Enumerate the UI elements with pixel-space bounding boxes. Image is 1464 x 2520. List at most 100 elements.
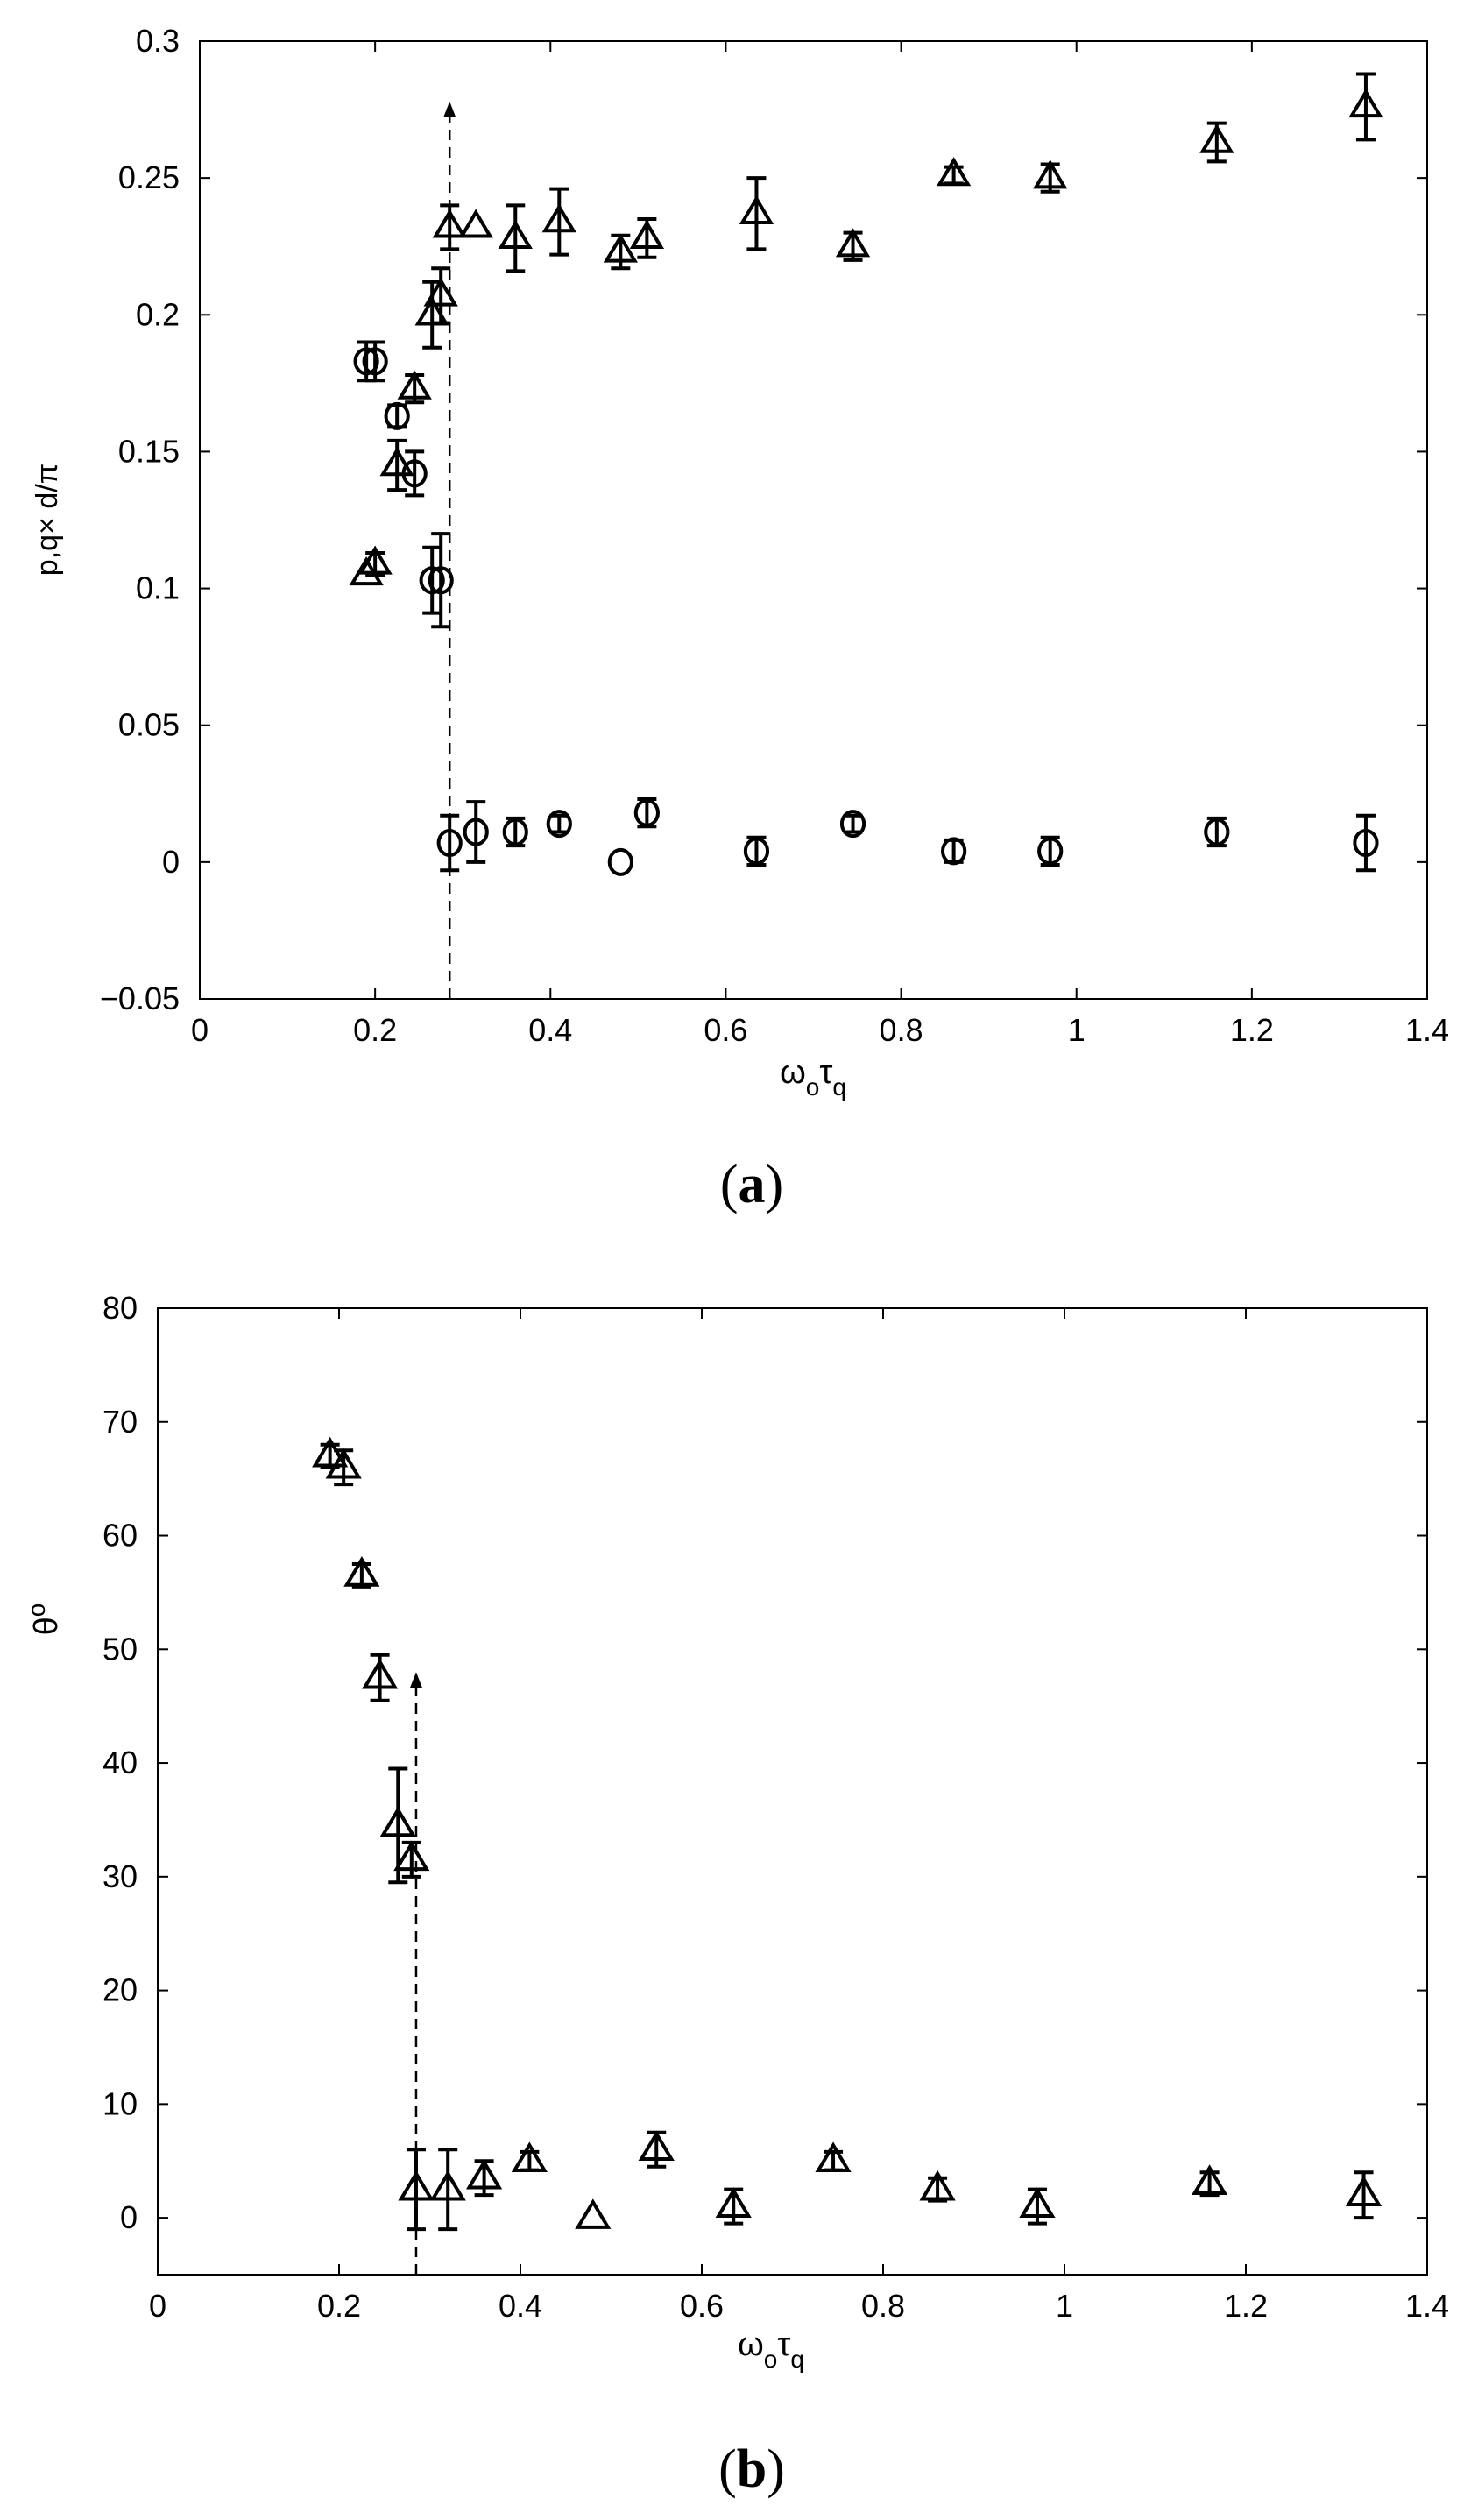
triangle-point: [1348, 88, 1383, 118]
triangle-point: [541, 203, 576, 233]
circle-point: [362, 347, 388, 376]
y-tick-label: 30: [103, 1858, 138, 1894]
panel-a: 0 0.2 0.4 0.6 0.8 1 1.2 1.4 −0.05 0 0.05 0.1 0.15 0.2…: [31, 23, 1449, 1214]
triangle-point: [815, 2141, 852, 2173]
triangle-point: [343, 1556, 380, 1587]
y-tick-label: 50: [103, 1631, 138, 1667]
x-label-sub-o-a: o: [806, 1073, 820, 1101]
y-tick-label: 20: [103, 1972, 138, 2008]
x-tick-label: 0.6: [704, 1012, 747, 1048]
circle-point: [428, 566, 454, 595]
y-tick-label: 0: [162, 844, 180, 880]
triangle-point: [458, 209, 493, 238]
tick-labels-a: 0 0.2 0.4 0.6 0.8 1 1.2 1.4 −0.05 0 0.05 0.1 0.15 0.2…: [100, 23, 1449, 1048]
triangle-point: [398, 2170, 435, 2201]
circle-point: [1353, 828, 1379, 857]
x-label-sub-o-b: o: [764, 2346, 778, 2373]
plot-frame-a: [199, 40, 1428, 1000]
axis-ticks-a: [199, 40, 1428, 1000]
circle-point: [401, 459, 428, 488]
x-label-omega-a: ω: [780, 1054, 806, 1091]
circle-point: [839, 810, 866, 839]
circle-point: [607, 847, 633, 876]
triangle-point: [936, 157, 972, 187]
y-tick-label: −0.05: [100, 980, 180, 1016]
x-tick-label: 0.2: [317, 2288, 361, 2324]
circle-point: [941, 837, 967, 866]
x-tick-label: 0.8: [880, 1012, 923, 1048]
triangle-point: [1199, 124, 1234, 153]
panel-label-b: (b): [718, 2439, 785, 2499]
x-tick-label: 1.4: [1405, 1012, 1449, 1048]
triangle-point: [1019, 2187, 1056, 2218]
triangle-point: [739, 195, 774, 224]
triangle-point: [1345, 2176, 1383, 2206]
triangle-point: [835, 228, 871, 258]
x-label-sub-q-b: q: [790, 2346, 804, 2373]
x-tick-label: 1.2: [1230, 1012, 1274, 1048]
triangle-point: [312, 1436, 349, 1468]
circle-point: [1037, 837, 1064, 866]
y-tick-label: 0: [120, 2199, 138, 2235]
tick-labels-b: 0 0.2 0.4 0.6 0.8 1 1.2 1.4 0 10 20 30 40 50 60 70 80: [103, 1290, 1449, 2324]
triangle-point: [397, 370, 432, 400]
x-tick-label: 1.4: [1405, 2288, 1449, 2324]
axis-ticks-b: [157, 1307, 1428, 2275]
x-tick-label: 1: [1068, 1012, 1086, 1048]
triangle-point: [432, 209, 467, 238]
circle-point: [502, 818, 528, 846]
y-tick-label: 0.25: [118, 159, 180, 195]
panel-label-a: (a): [720, 1155, 783, 1214]
x-axis-label-b: ωoτq: [738, 2326, 804, 2373]
triangle-point: [465, 2158, 503, 2190]
x-tick-label: 0.4: [528, 1012, 572, 1048]
triangle-point: [423, 277, 458, 307]
triangle-point: [325, 1448, 362, 1479]
x-label-tau-a: τ: [819, 1054, 832, 1091]
triangle-point: [715, 2187, 752, 2218]
triangle-point: [1191, 2164, 1228, 2195]
triangle-point: [361, 1658, 399, 1689]
circle-point: [384, 401, 410, 430]
y-tick-label: 0.05: [118, 707, 180, 743]
y-axis-label-b: θo: [23, 1603, 65, 1636]
x-tick-label: 0.2: [353, 1012, 397, 1048]
circle-point: [743, 837, 770, 866]
data-marks-b: [312, 1436, 1383, 2232]
y-label-sup-o-b: o: [23, 1603, 50, 1617]
y-label-theta-b: θ: [28, 1617, 65, 1635]
plot-frame-b: [157, 1307, 1428, 2276]
x-tick-label: 0.8: [861, 2288, 905, 2324]
circle-point: [419, 566, 445, 595]
y-tick-label: 10: [103, 2085, 138, 2121]
y-tick-label: 70: [103, 1404, 138, 1440]
circle-point: [1204, 818, 1230, 846]
triangle-point: [638, 2130, 675, 2162]
y-tick-label: 40: [103, 1745, 138, 1780]
triangle-point: [511, 2141, 548, 2173]
triangle-point: [393, 1840, 430, 1872]
y-tick-label: 0.1: [136, 570, 180, 606]
threshold-arrowhead: [409, 1672, 422, 1688]
threshold-arrowhead: [443, 101, 456, 117]
x-tick-label: 0.6: [680, 2288, 724, 2324]
x-tick-label: 0: [191, 1012, 209, 1048]
y-tick-label: 60: [103, 1518, 138, 1554]
triangle-point: [379, 447, 414, 477]
triangle-point: [1033, 159, 1068, 189]
triangle-point: [575, 2198, 612, 2229]
triangle-point: [357, 545, 393, 575]
triangle-point: [429, 2170, 466, 2201]
triangle-point: [379, 1806, 416, 1837]
circle-point: [546, 810, 572, 839]
triangle-point: [629, 219, 665, 250]
x-tick-label: 1.2: [1224, 2288, 1268, 2324]
x-label-sub-q-a: q: [832, 1073, 846, 1101]
y-tick-label: 0.3: [136, 23, 180, 59]
y-tick-label: 0.15: [118, 433, 180, 469]
y-tick-label: 80: [103, 1290, 138, 1326]
x-label-omega-b: ω: [738, 2326, 764, 2363]
x-label-tau-b: τ: [777, 2326, 790, 2363]
